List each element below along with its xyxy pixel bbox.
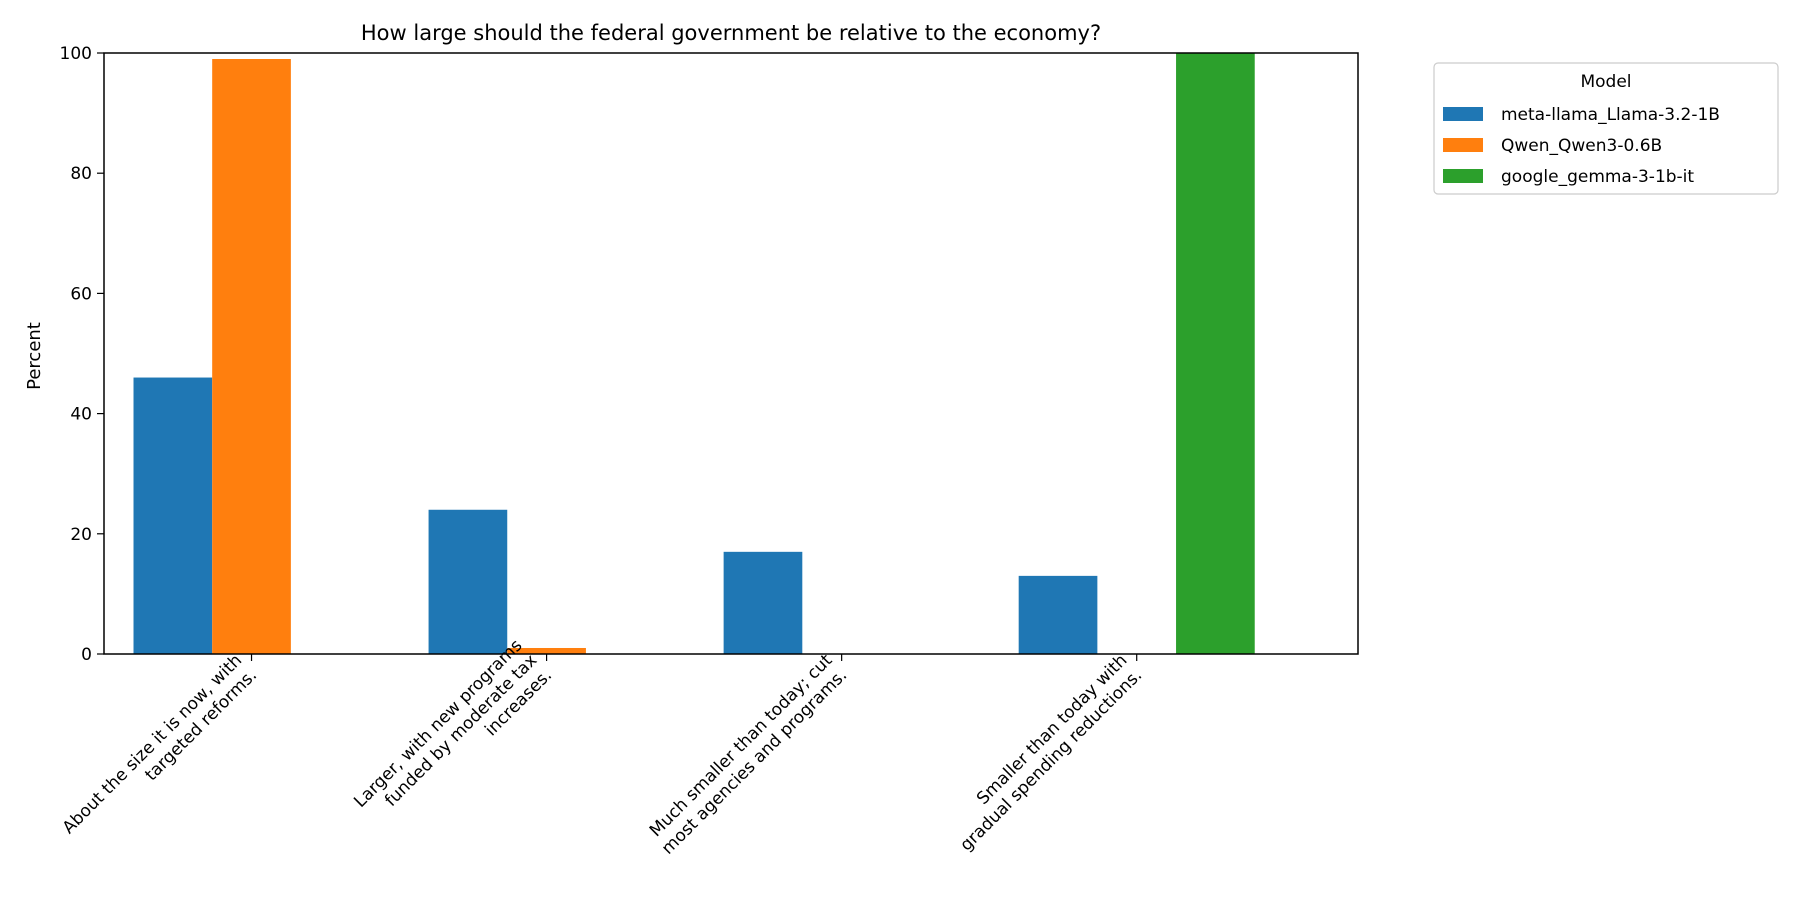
legend-label-2: google_gemma-3-1b-it bbox=[1501, 167, 1694, 187]
legend: Model meta-llama_Llama-3.2-1B Qwen_Qwen3-0… bbox=[1433, 62, 1779, 195]
bar-0-2 bbox=[723, 551, 803, 654]
x-tick-label-line: Much smaller than today; cut bbox=[646, 650, 837, 841]
y-axis: 0 20 40 60 80 100 bbox=[60, 44, 104, 665]
y-tick-label: 100 bbox=[60, 44, 92, 64]
x-tick-label-text: Larger, with new programsfunded by moder… bbox=[350, 636, 556, 842]
x-tick-label-text: About the size it is now, withtargeted r… bbox=[59, 651, 261, 853]
x-tick-label-3: Smaller than today withgradual spending … bbox=[942, 651, 1147, 856]
x-tick-label-text: Much smaller than today; cutmost agencie… bbox=[643, 650, 851, 858]
legend-box bbox=[1433, 62, 1779, 195]
x-tick-label-line: About the size it is now, with bbox=[59, 651, 246, 838]
legend-title: Model bbox=[1580, 72, 1631, 92]
plot-frame bbox=[103, 52, 1359, 655]
x-tick-label-2: Much smaller than today; cutmost agencie… bbox=[643, 650, 851, 858]
y-axis-label: Percent bbox=[24, 322, 45, 390]
bar-2-3 bbox=[1176, 53, 1255, 654]
y-tick-label: 60 bbox=[70, 284, 92, 304]
y-tick-label: 40 bbox=[70, 405, 92, 425]
legend-swatch-2 bbox=[1443, 169, 1483, 183]
bar-1-0 bbox=[212, 59, 291, 654]
x-tick-label-line: Smaller than today with bbox=[973, 651, 1131, 809]
bars-group bbox=[133, 53, 1255, 654]
legend-swatch-0 bbox=[1443, 107, 1483, 121]
chart-title: How large should the federal government … bbox=[361, 21, 1101, 45]
y-tick-label: 80 bbox=[70, 164, 92, 184]
x-tick-label-line: most agencies and programs. bbox=[658, 665, 851, 858]
x-tick-label-1: Larger, with new programsfunded by moder… bbox=[350, 636, 556, 842]
bar-0-3 bbox=[1018, 575, 1098, 654]
x-tick-label-line: funded by moderate tax bbox=[381, 651, 541, 811]
bar-0-0 bbox=[133, 377, 213, 654]
x-tick-label-text: Smaller than today withgradual spending … bbox=[942, 651, 1147, 856]
bar-1-1 bbox=[507, 647, 586, 654]
y-tick-label: 0 bbox=[81, 645, 92, 665]
y-tick-label: 20 bbox=[70, 525, 92, 545]
bar-0-1 bbox=[428, 509, 508, 654]
x-tick-label-0: About the size it is now, withtargeted r… bbox=[59, 651, 261, 853]
x-axis: About the size it is now, withtargeted r… bbox=[59, 636, 1146, 859]
legend-swatch-1 bbox=[1443, 138, 1483, 152]
legend-label-1: Qwen_Qwen3-0.6B bbox=[1501, 136, 1662, 156]
x-tick-label-line: gradual spending reductions. bbox=[956, 665, 1146, 855]
legend-label-0: meta-llama_Llama-3.2-1B bbox=[1501, 105, 1720, 125]
